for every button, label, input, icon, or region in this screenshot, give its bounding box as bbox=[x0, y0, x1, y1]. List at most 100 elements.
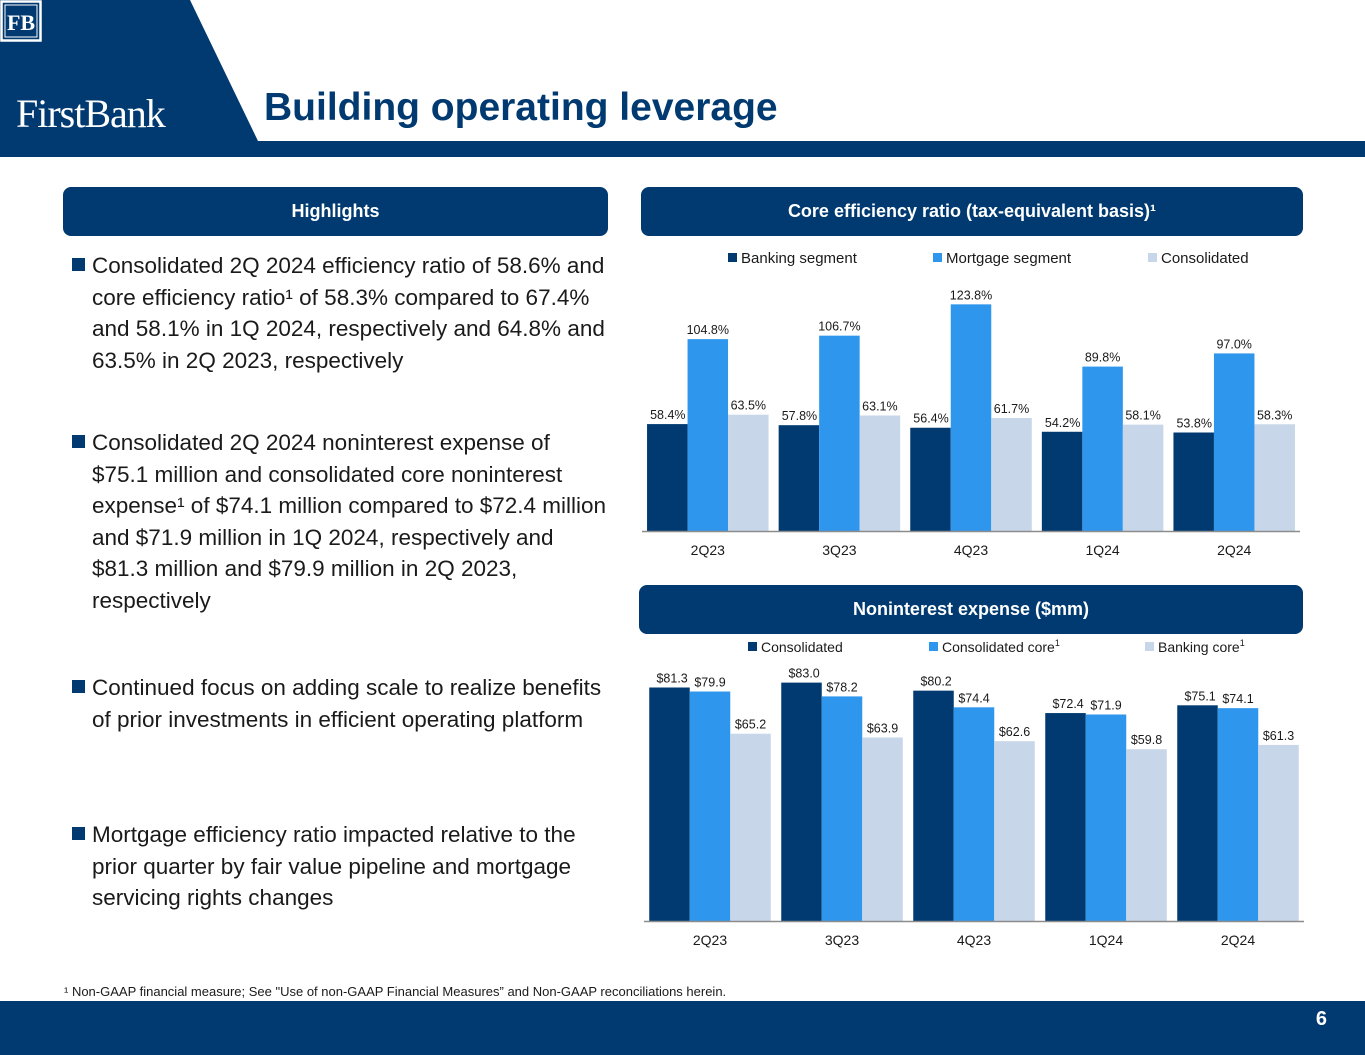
noninterest-expense-chart: Consolidated Consolidated core1 Banking co… bbox=[644, 638, 1304, 948]
legend-label: Consolidated bbox=[761, 639, 843, 655]
logo-wordmark: FirstBank bbox=[16, 91, 166, 136]
data-label: $78.2 bbox=[826, 680, 857, 694]
data-label: 104.8% bbox=[687, 323, 729, 337]
bar-consolidated-3q23 bbox=[859, 415, 901, 531]
page-number: 6 bbox=[1315, 1008, 1327, 1030]
bar-mortgage-segment-2q23 bbox=[687, 339, 729, 531]
bar-banking-segment-4q23 bbox=[910, 427, 951, 531]
bullet-square-icon bbox=[72, 680, 85, 693]
bar-banking-segment-2q24 bbox=[1173, 432, 1214, 531]
x-tick-label: 1Q24 bbox=[1089, 932, 1123, 948]
highlights-header: Highlights bbox=[63, 187, 608, 236]
highlight-text: Mortgage efficiency ratio impacted relat… bbox=[92, 822, 576, 910]
bar-consolidated-1q24 bbox=[1122, 424, 1164, 531]
data-label: 56.4% bbox=[913, 412, 948, 426]
x-tick-label: 4Q23 bbox=[954, 542, 988, 558]
data-label: 63.5% bbox=[731, 399, 766, 413]
bar-consolidated-4q23 bbox=[913, 690, 954, 921]
bar-mortgage-segment-4q23 bbox=[950, 304, 992, 531]
data-label: 58.1% bbox=[1125, 409, 1160, 423]
data-label: $75.1 bbox=[1184, 689, 1215, 703]
bar-consolidated-4q23 bbox=[991, 418, 1032, 531]
data-label: $74.4 bbox=[958, 691, 989, 705]
legend-swatch bbox=[929, 642, 938, 651]
footnote: ¹ Non-GAAP financial measure; See "Use o… bbox=[64, 984, 727, 999]
bullet-square-icon bbox=[72, 827, 85, 840]
x-tick-label: 1Q24 bbox=[1085, 542, 1119, 558]
highlight-item: Consolidated 2Q 2024 noninterest expense… bbox=[72, 427, 612, 616]
data-label: 53.8% bbox=[1176, 417, 1211, 431]
efficiency-ratio-chart: Banking segment Mortgage segment Consolida… bbox=[642, 250, 1300, 558]
bar-consolidated-2q24 bbox=[1177, 705, 1218, 921]
x-tick-label: 2Q23 bbox=[691, 542, 725, 558]
highlight-item: Mortgage efficiency ratio impacted relat… bbox=[72, 819, 612, 914]
header-background bbox=[0, 0, 1365, 157]
data-label: $61.3 bbox=[1263, 729, 1294, 743]
data-label: $80.2 bbox=[920, 675, 951, 689]
data-label: $63.9 bbox=[867, 721, 898, 735]
data-label: $79.9 bbox=[694, 676, 725, 690]
data-label: $71.9 bbox=[1090, 698, 1121, 712]
legend-swatch bbox=[1148, 253, 1157, 262]
highlight-text: Consolidated 2Q 2024 efficiency ratio of… bbox=[92, 253, 605, 373]
data-label: $81.3 bbox=[656, 671, 687, 685]
data-label: 54.2% bbox=[1045, 416, 1080, 430]
legend-swatch bbox=[728, 253, 737, 262]
efficiency-chart-header: Core efficiency ratio (tax-equivalent ba… bbox=[641, 187, 1303, 236]
bar-banking-core-2q23 bbox=[730, 733, 771, 921]
data-label: 123.8% bbox=[950, 288, 992, 302]
legend-swatch bbox=[933, 253, 942, 262]
legend-label: Banking segment bbox=[741, 250, 858, 267]
x-tick-label: 2Q24 bbox=[1221, 932, 1255, 948]
highlight-item: Continued focus on adding scale to reali… bbox=[72, 672, 612, 735]
bar-consolidated-2q24 bbox=[1254, 424, 1295, 531]
bar-consolidated-core-4q23 bbox=[953, 707, 995, 921]
svg-text:FB: FB bbox=[7, 10, 35, 35]
bar-consolidated-core-2q24 bbox=[1217, 708, 1259, 921]
bar-mortgage-segment-2q24 bbox=[1213, 353, 1255, 531]
data-label: $62.6 bbox=[999, 725, 1030, 739]
bar-banking-segment-2q23 bbox=[647, 424, 688, 531]
data-label: 63.1% bbox=[862, 399, 897, 413]
legend-swatch bbox=[748, 642, 757, 651]
data-label: $65.2 bbox=[735, 718, 766, 732]
legend-label: Banking core1 bbox=[1158, 638, 1245, 655]
chart-legend: Consolidated Consolidated core1 Banking co… bbox=[748, 638, 1245, 655]
data-label: $72.4 bbox=[1052, 697, 1083, 711]
x-tick-label: 2Q23 bbox=[693, 932, 727, 948]
bar-mortgage-segment-1q24 bbox=[1082, 366, 1123, 531]
bar-consolidated-1q24 bbox=[1045, 713, 1086, 921]
data-label: 106.7% bbox=[818, 320, 860, 334]
bar-consolidated-core-2q23 bbox=[689, 691, 731, 921]
header-bar: FB FirstBank Building operating leverage bbox=[0, 0, 1365, 157]
data-label: 61.7% bbox=[994, 402, 1029, 416]
legend-label: Mortgage segment bbox=[946, 250, 1072, 267]
x-tick-label: 3Q23 bbox=[825, 932, 859, 948]
bar-banking-core-1q24 bbox=[1126, 749, 1167, 921]
bar-banking-core-3q23 bbox=[862, 737, 903, 921]
bar-consolidated-core-3q23 bbox=[821, 696, 863, 921]
x-tick-label: 2Q24 bbox=[1217, 542, 1251, 558]
bar-banking-segment-1q24 bbox=[1041, 431, 1083, 531]
bar-banking-core-4q23 bbox=[994, 741, 1035, 921]
data-label: 97.0% bbox=[1216, 337, 1251, 351]
bar-consolidated-3q23 bbox=[781, 682, 822, 921]
data-label: 57.8% bbox=[782, 409, 817, 423]
x-tick-label: 3Q23 bbox=[822, 542, 856, 558]
bar-banking-segment-3q23 bbox=[778, 425, 820, 531]
x-tick-label: 4Q23 bbox=[957, 932, 991, 948]
data-label: $59.8 bbox=[1131, 733, 1162, 747]
bar-consolidated-core-1q24 bbox=[1085, 714, 1127, 921]
footer-bar bbox=[0, 1001, 1365, 1055]
bar-banking-core-2q24 bbox=[1258, 744, 1299, 921]
data-label: $74.1 bbox=[1222, 692, 1253, 706]
bar-consolidated-2q23 bbox=[649, 687, 690, 921]
legend-label: Consolidated bbox=[1161, 250, 1249, 267]
legend-label: Consolidated core1 bbox=[942, 638, 1060, 655]
legend-swatch bbox=[1145, 642, 1154, 651]
highlight-item: Consolidated 2Q 2024 efficiency ratio of… bbox=[72, 250, 612, 376]
data-label: 58.4% bbox=[650, 408, 685, 422]
highlight-text: Consolidated 2Q 2024 noninterest expense… bbox=[92, 430, 607, 613]
firstbank-logo-icon: FB bbox=[0, 0, 42, 42]
data-label: 89.8% bbox=[1085, 351, 1120, 365]
